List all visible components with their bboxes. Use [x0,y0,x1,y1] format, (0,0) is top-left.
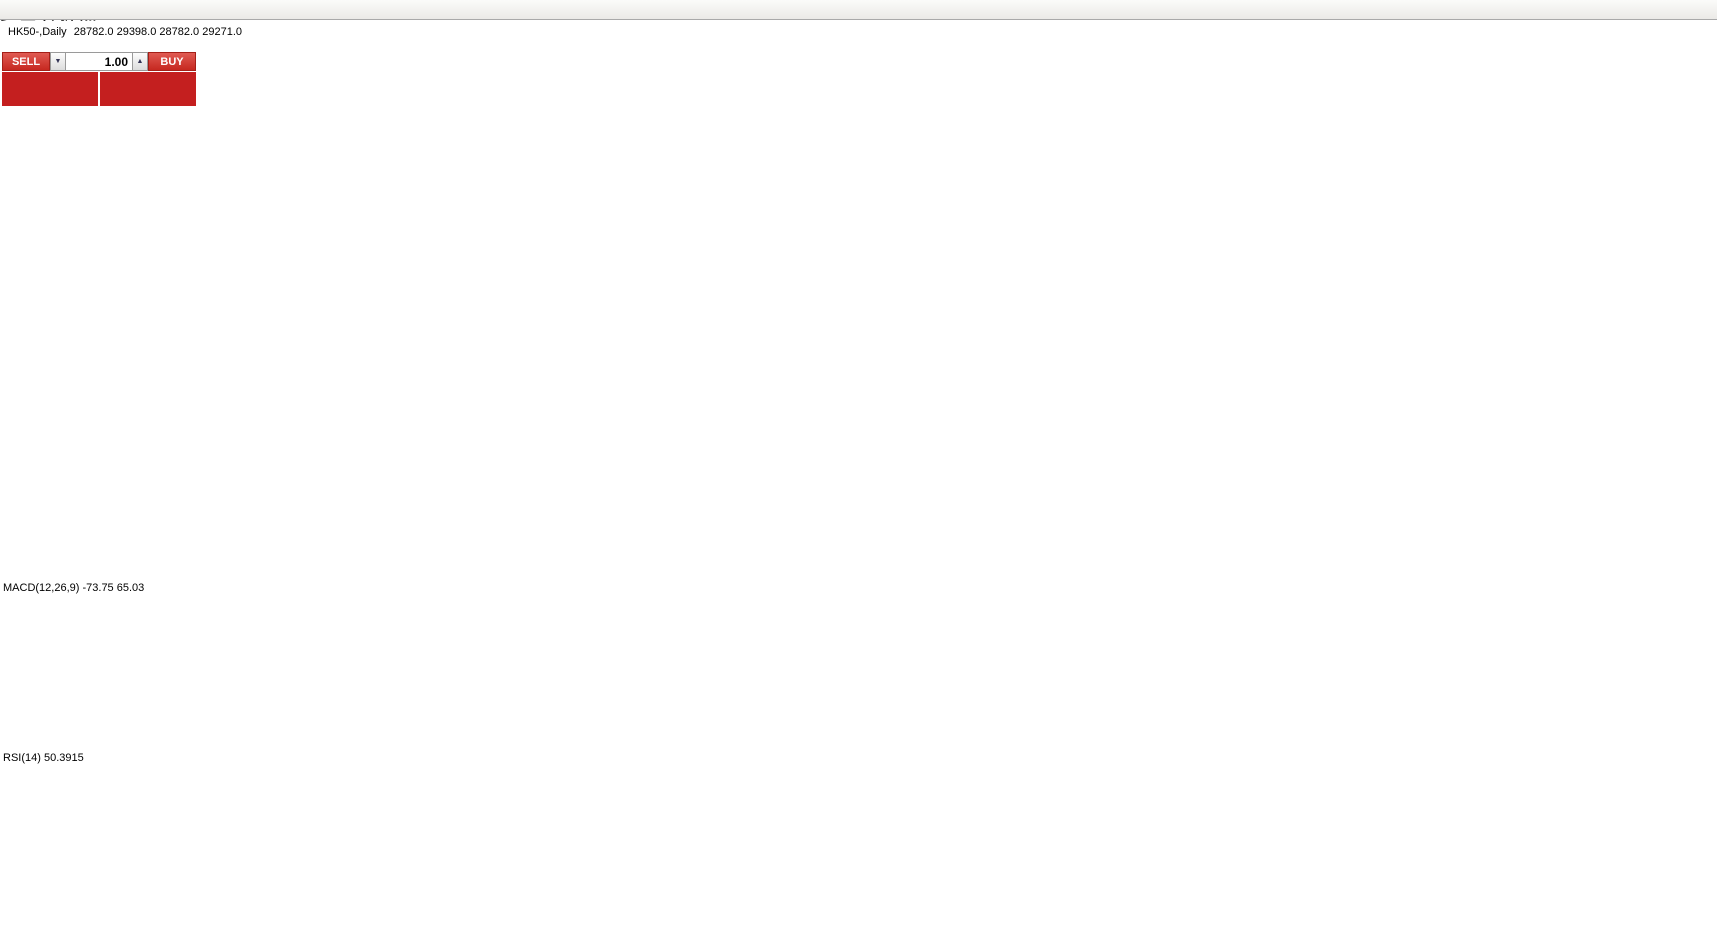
volume-increase-button[interactable]: ▲ [132,52,148,71]
ohlc-high: 29398.0 [116,26,157,38]
one-click-trading-panel: SELL ▼ ▲ BUY [2,52,202,106]
rsi-label: RSI(14) 50.3915 [3,752,84,764]
ohlc-close: 29271.0 [202,26,242,38]
ohlc-open: 28782.0 [73,26,114,38]
ohlc-low: 28782.0 [159,26,200,38]
macd-value-signal: 65.03 [116,582,145,594]
macd-label: MACD(12,26,9) -73.75 65.03 [3,582,145,594]
toolbar [0,0,1717,20]
sell-button[interactable]: SELL [2,52,50,71]
sell-price[interactable] [2,72,98,106]
macd-value-main: -73.75 [82,582,114,594]
buy-button[interactable]: BUY [148,52,196,71]
chart-header: HK50-,Daily 28782.0 29398.0 28782.0 2927… [8,26,242,38]
chart-symbol-period: HK50-,Daily [8,26,67,38]
buy-price[interactable] [100,72,196,106]
rsi-value: 50.3915 [43,752,84,764]
volume-decrease-button[interactable]: ▼ [50,52,66,71]
volume-input[interactable] [66,52,132,71]
